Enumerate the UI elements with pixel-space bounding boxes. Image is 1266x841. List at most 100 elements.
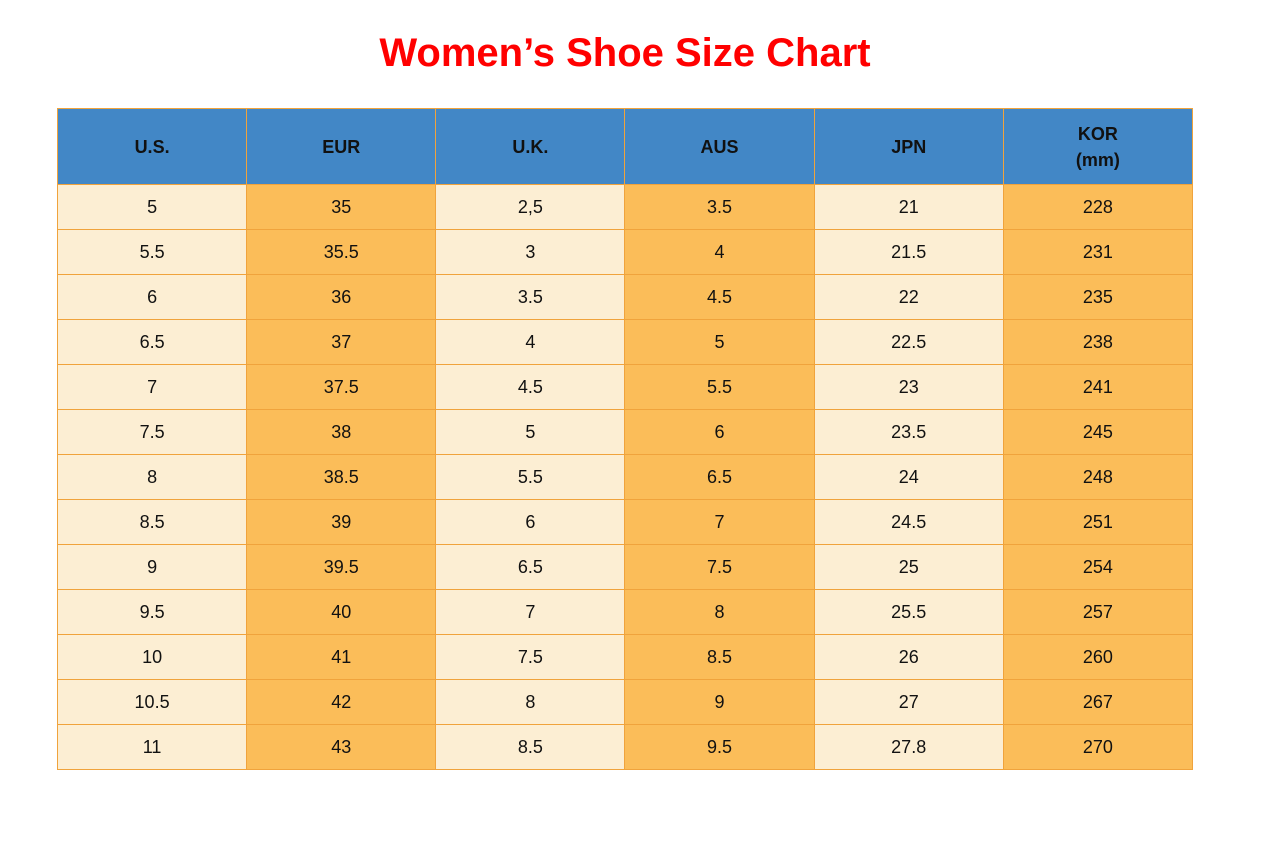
header-row: U.S. EUR U.K. AUS JPN KOR (mm) bbox=[56, 108, 1194, 185]
table-row: 10.5 42 8 9 27 267 bbox=[56, 679, 1194, 725]
table-cell: 3.5 bbox=[624, 184, 815, 230]
table-cell: 41 bbox=[246, 634, 437, 680]
table-row: 8 38.5 5.5 6.5 24 248 bbox=[56, 454, 1194, 500]
table-cell: 36 bbox=[246, 274, 437, 320]
table-cell: 42 bbox=[246, 679, 437, 725]
table-cell: 5.5 bbox=[624, 364, 815, 410]
table-cell: 22 bbox=[813, 274, 1004, 320]
table-cell: 4.5 bbox=[624, 274, 815, 320]
table-cell: 251 bbox=[1002, 499, 1194, 545]
table-cell: 26 bbox=[813, 634, 1004, 680]
table-header: U.S. EUR U.K. AUS JPN KOR (mm) bbox=[56, 108, 1194, 185]
table-cell: 37.5 bbox=[246, 364, 437, 410]
table-row: 9 39.5 6.5 7.5 25 254 bbox=[56, 544, 1194, 590]
table-cell: 241 bbox=[1002, 364, 1194, 410]
table-cell: 4.5 bbox=[435, 364, 626, 410]
table-cell: 257 bbox=[1002, 589, 1194, 635]
table-cell: 23 bbox=[813, 364, 1004, 410]
table-cell: 40 bbox=[246, 589, 437, 635]
table-cell: 2,5 bbox=[435, 184, 626, 230]
table-cell: 245 bbox=[1002, 409, 1194, 455]
table-cell: 21.5 bbox=[813, 229, 1004, 275]
table-cell: 9.5 bbox=[56, 589, 248, 635]
table-cell: 231 bbox=[1002, 229, 1194, 275]
table-cell: 21 bbox=[813, 184, 1004, 230]
table-cell: 5 bbox=[624, 319, 815, 365]
table-row: 5 35 2,5 3.5 21 228 bbox=[56, 184, 1194, 230]
table-cell: 7 bbox=[624, 499, 815, 545]
table-cell: 23.5 bbox=[813, 409, 1004, 455]
table-cell: 8.5 bbox=[624, 634, 815, 680]
table-cell: 37 bbox=[246, 319, 437, 365]
table-cell: 3 bbox=[435, 229, 626, 275]
table-cell: 38.5 bbox=[246, 454, 437, 500]
page-title: Women’s Shoe Size Chart bbox=[379, 31, 871, 75]
table-cell: 4 bbox=[435, 319, 626, 365]
table-cell: 6 bbox=[435, 499, 626, 545]
table-cell: 25.5 bbox=[813, 589, 1004, 635]
table-cell: 6.5 bbox=[56, 319, 248, 365]
table-cell: 22.5 bbox=[813, 319, 1004, 365]
column-header-kor: KOR (mm) bbox=[1002, 108, 1194, 185]
table-cell: 5.5 bbox=[435, 454, 626, 500]
column-header-aus: AUS bbox=[624, 108, 815, 185]
table-body: 5 35 2,5 3.5 21 228 5.5 35.5 3 4 21.5 231 6 36 3.5 4.5 2… bbox=[56, 184, 1194, 770]
table-cell: 238 bbox=[1002, 319, 1194, 365]
table-row: 11 43 8.5 9.5 27.8 270 bbox=[56, 724, 1194, 770]
table-cell: 7.5 bbox=[56, 409, 248, 455]
table-cell: 235 bbox=[1002, 274, 1194, 320]
table-cell: 4 bbox=[624, 229, 815, 275]
column-header-eur: EUR bbox=[246, 108, 437, 185]
table-cell: 43 bbox=[246, 724, 437, 770]
table-cell: 35 bbox=[246, 184, 437, 230]
table-cell: 7.5 bbox=[435, 634, 626, 680]
table-row: 8.5 39 6 7 24.5 251 bbox=[56, 499, 1194, 545]
table-cell: 228 bbox=[1002, 184, 1194, 230]
table-cell: 27.8 bbox=[813, 724, 1004, 770]
table-cell: 6 bbox=[56, 274, 248, 320]
table-cell: 24.5 bbox=[813, 499, 1004, 545]
table-cell: 11 bbox=[56, 724, 248, 770]
table-cell: 254 bbox=[1002, 544, 1194, 590]
table-cell: 8 bbox=[435, 679, 626, 725]
column-header-jpn: JPN bbox=[813, 108, 1004, 185]
table-cell: 27 bbox=[813, 679, 1004, 725]
table-cell: 8 bbox=[56, 454, 248, 500]
table-cell: 8 bbox=[624, 589, 815, 635]
table-cell: 7 bbox=[435, 589, 626, 635]
table-cell: 10 bbox=[56, 634, 248, 680]
table-cell: 6.5 bbox=[435, 544, 626, 590]
column-header-us: U.S. bbox=[56, 108, 248, 185]
table-cell: 7.5 bbox=[624, 544, 815, 590]
table-cell: 24 bbox=[813, 454, 1004, 500]
table-cell: 270 bbox=[1002, 724, 1194, 770]
table-cell: 267 bbox=[1002, 679, 1194, 725]
table-cell: 9.5 bbox=[624, 724, 815, 770]
table-cell: 25 bbox=[813, 544, 1004, 590]
table-cell: 9 bbox=[56, 544, 248, 590]
table-cell: 3.5 bbox=[435, 274, 626, 320]
table-cell: 248 bbox=[1002, 454, 1194, 500]
table-cell: 260 bbox=[1002, 634, 1194, 680]
table-cell: 6 bbox=[624, 409, 815, 455]
table-cell: 7 bbox=[56, 364, 248, 410]
table-cell: 5 bbox=[56, 184, 248, 230]
table-cell: 8.5 bbox=[435, 724, 626, 770]
table-row: 10 41 7.5 8.5 26 260 bbox=[56, 634, 1194, 680]
table-row: 6.5 37 4 5 22.5 238 bbox=[56, 319, 1194, 365]
table-row: 6 36 3.5 4.5 22 235 bbox=[56, 274, 1194, 320]
table-row: 7.5 38 5 6 23.5 245 bbox=[56, 409, 1194, 455]
table-cell: 39 bbox=[246, 499, 437, 545]
table-row: 7 37.5 4.5 5.5 23 241 bbox=[56, 364, 1194, 410]
table-cell: 9 bbox=[624, 679, 815, 725]
table-cell: 39.5 bbox=[246, 544, 437, 590]
table-cell: 38 bbox=[246, 409, 437, 455]
column-header-uk: U.K. bbox=[435, 108, 626, 185]
table-row: 5.5 35.5 3 4 21.5 231 bbox=[56, 229, 1194, 275]
table-cell: 8.5 bbox=[56, 499, 248, 545]
table-cell: 5.5 bbox=[56, 229, 248, 275]
table-cell: 35.5 bbox=[246, 229, 437, 275]
table-cell: 10.5 bbox=[56, 679, 248, 725]
table-row: 9.5 40 7 8 25.5 257 bbox=[56, 589, 1194, 635]
table-cell: 6.5 bbox=[624, 454, 815, 500]
